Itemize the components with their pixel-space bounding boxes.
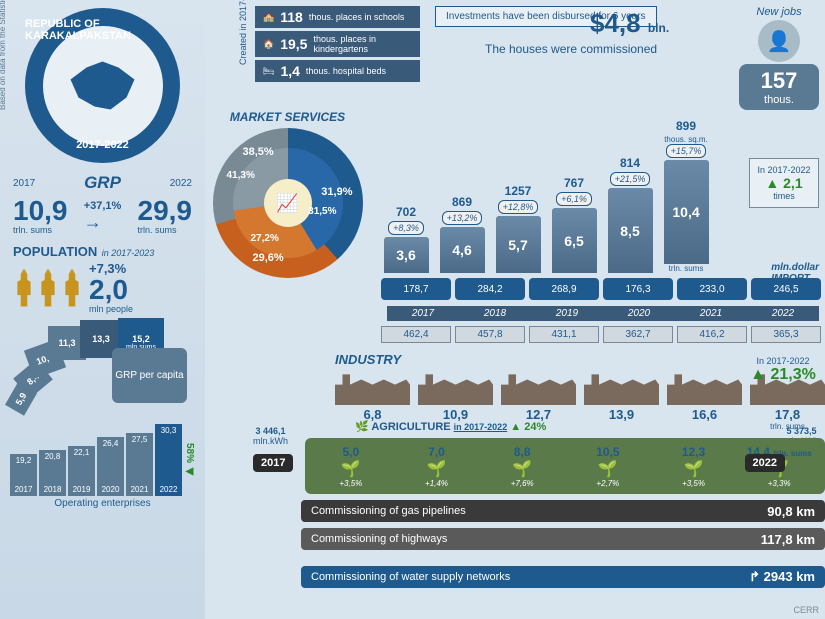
population-value: 2,0 <box>89 276 133 304</box>
cerr-logo: CERR <box>793 605 819 615</box>
population-unit: mln people <box>89 304 133 314</box>
infra-gas: Commissioning of gas pipelines90,8 km <box>301 500 825 522</box>
houses-bars: 702+8,3%3,6 869+13,2%4,6 1257+12,8%5,7 7… <box>381 58 711 273</box>
grp-unit-2: trln. sums <box>138 225 193 235</box>
agri-left: 3 446,1mln.kWh <box>253 426 288 446</box>
jobs-icon: 👤 <box>758 20 800 62</box>
new-jobs-label: New jobs <box>739 6 819 18</box>
enterprises-chart: 19,22017 20,82018 22,12019 26,42020 27,5… <box>10 424 195 496</box>
industry-growth: In 2017-2022 ▲ 21,3% <box>747 356 819 384</box>
year-2017-badge: 2017 <box>253 454 293 472</box>
source-text: Based on data from the Statistics Agency <box>0 0 7 110</box>
grp-year-2022: 2022 <box>170 178 192 189</box>
badge-years: 2017-2022 <box>76 139 129 151</box>
population-title: POPULATION <box>13 244 97 259</box>
year-2022-badge: 2022 <box>745 454 785 472</box>
badge-title: REPUBLIC OF KARAKALPAKSTAN <box>25 18 180 42</box>
enterprises-title: Operating enterprises <box>8 498 197 509</box>
year-row: 201720182019202020212022 <box>387 306 819 321</box>
created-label: Created in 2017-2022 <box>238 0 248 65</box>
map-icon <box>63 56 143 116</box>
grp-2017-value: 10,9 <box>13 197 68 225</box>
infra-water: Commissioning of water supply networks↱ … <box>301 566 825 588</box>
export-row: 462,4 457,8 431,1 362,7 416,2 365,3 <box>381 326 821 343</box>
grp-capita-chart: 5,9 8,4 10,4 11,3 13,3 15,2 mln.sums GRP… <box>8 318 197 418</box>
jobs-value: 157thous. <box>739 64 819 110</box>
grp-2022-value: 29,9 <box>138 197 193 225</box>
agri-title: 🌿 AGRICULTURE in 2017-2022 ▲ 24% <box>355 420 546 433</box>
grp-title: GRP <box>84 173 121 193</box>
grp-capita-label: GRP per capita <box>112 348 187 403</box>
donut-chart: MARKET SERVICES 📈 38,5% 41,3% 31,9% 31,5… <box>205 110 370 290</box>
people-icon <box>13 269 83 307</box>
houses-growth: In 2017-2022 ▲ 2,1 times <box>749 158 819 208</box>
grp-year-2017: 2017 <box>13 178 35 189</box>
houses-title: The houses were commissioned <box>485 42 657 56</box>
grp-unit-1: trln. sums <box>13 225 68 235</box>
investment-amount: $4,8 bln. <box>590 8 669 39</box>
population-range: in 2017-2023 <box>102 248 155 258</box>
grp-pct: +37,1% <box>84 200 122 212</box>
region-badge: REPUBLIC OF KARAKALPAKSTAN 2017-2022 <box>25 8 180 163</box>
infra-highway: Commissioning of highways117,8 km <box>301 528 825 550</box>
